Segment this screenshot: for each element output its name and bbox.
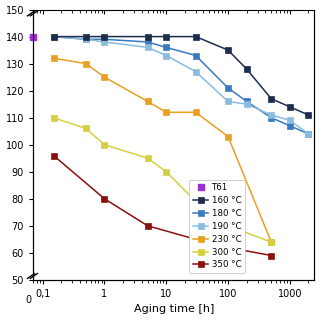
Text: 0: 0 [25, 295, 31, 305]
190 °C [52, 35, 55, 38]
190 °C [288, 118, 292, 122]
230 °C [194, 110, 198, 114]
300 °C [102, 143, 106, 147]
230 °C [269, 240, 273, 244]
Line: 230 °C: 230 °C [51, 55, 274, 245]
190 °C [102, 40, 106, 44]
180 °C [102, 37, 106, 41]
230 °C [164, 110, 168, 114]
300 °C [52, 116, 55, 120]
350 °C [102, 197, 106, 201]
300 °C [226, 224, 230, 228]
180 °C [84, 37, 88, 41]
Legend: T61, 160 °C, 180 °C, 190 °C, 230 °C, 300 °C, 350 °C: T61, 160 °C, 180 °C, 190 °C, 230 °C, 300… [189, 180, 245, 273]
350 °C [208, 243, 212, 247]
230 °C [146, 100, 149, 103]
180 °C [52, 35, 55, 38]
160 °C [52, 35, 55, 38]
Line: 300 °C: 300 °C [51, 115, 274, 245]
300 °C [194, 200, 198, 204]
300 °C [269, 240, 273, 244]
160 °C [245, 67, 249, 71]
180 °C [269, 116, 273, 120]
160 °C [102, 35, 106, 38]
180 °C [245, 100, 249, 103]
230 °C [84, 62, 88, 66]
300 °C [84, 127, 88, 131]
Line: 160 °C: 160 °C [51, 34, 311, 118]
180 °C [164, 45, 168, 49]
190 °C [164, 53, 168, 57]
350 °C [226, 245, 230, 249]
180 °C [307, 132, 310, 136]
180 °C [226, 86, 230, 90]
230 °C [52, 56, 55, 60]
190 °C [84, 37, 88, 41]
190 °C [226, 100, 230, 103]
230 °C [226, 135, 230, 139]
160 °C [194, 35, 198, 38]
190 °C [245, 102, 249, 106]
230 °C [102, 75, 106, 79]
160 °C [164, 35, 168, 38]
Line: 180 °C: 180 °C [51, 34, 311, 137]
190 °C [269, 113, 273, 117]
160 °C [226, 48, 230, 52]
160 °C [307, 113, 310, 117]
180 °C [194, 53, 198, 57]
Line: 350 °C: 350 °C [51, 153, 274, 258]
190 °C [307, 132, 310, 136]
350 °C [269, 254, 273, 258]
160 °C [269, 97, 273, 101]
190 °C [146, 45, 149, 49]
160 °C [84, 35, 88, 38]
300 °C [164, 170, 168, 174]
X-axis label: Aging time [h]: Aging time [h] [133, 304, 214, 315]
190 °C [194, 70, 198, 74]
Line: 190 °C: 190 °C [51, 34, 311, 137]
180 °C [146, 40, 149, 44]
300 °C [146, 156, 149, 160]
180 °C [288, 124, 292, 128]
350 °C [146, 224, 149, 228]
160 °C [288, 105, 292, 109]
350 °C [52, 154, 55, 157]
160 °C [146, 35, 149, 38]
350 °C [194, 237, 198, 241]
